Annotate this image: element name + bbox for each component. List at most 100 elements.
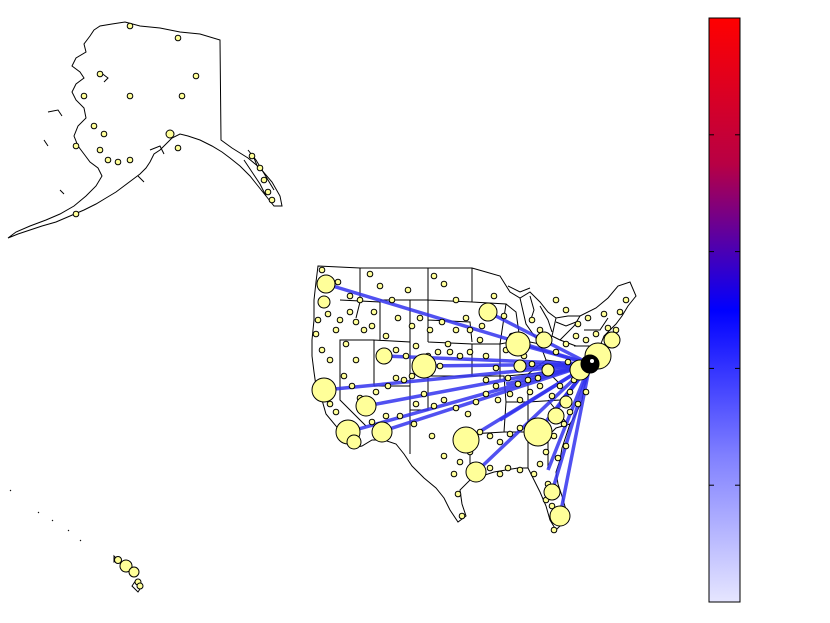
airport-marker [436, 362, 444, 370]
airport-marker [119, 559, 133, 573]
airport-marker [400, 376, 408, 384]
airport-marker [486, 432, 494, 440]
airport-marker [402, 352, 410, 360]
airport-marker [550, 526, 558, 534]
airport-marker [514, 380, 522, 388]
airport-marker [528, 360, 536, 368]
airport-marker [622, 296, 630, 304]
airport-marker [444, 340, 452, 348]
alaska-coast-islands [43, 71, 165, 195]
airport-marker [486, 464, 494, 472]
airport-marker [505, 331, 531, 357]
airport-marker [136, 582, 144, 590]
airport-marker [616, 308, 624, 316]
airport-marker [478, 302, 498, 322]
airport-marker [318, 266, 326, 274]
airport-marker [384, 382, 392, 390]
airport-marker [604, 324, 612, 332]
airport-marker [438, 318, 446, 326]
airport-marker [482, 352, 490, 360]
airport-marker [114, 158, 122, 166]
airport-marker [96, 70, 104, 78]
airport-marker [574, 400, 582, 408]
great-lakes [507, 285, 577, 333]
flight-route [474, 362, 592, 474]
airport-marker [388, 296, 396, 304]
airport-marker [452, 326, 460, 334]
airport-marker [536, 382, 544, 390]
conus-airports [311, 266, 630, 534]
flight-route [550, 363, 592, 493]
airport-marker [541, 363, 555, 377]
airport-marker [126, 92, 134, 100]
airport-marker [420, 390, 428, 398]
airport-marker [352, 356, 360, 364]
airport-marker [396, 412, 404, 420]
airport-marker [562, 442, 570, 450]
airport-marker [482, 390, 490, 398]
airport-marker [513, 359, 527, 373]
airport-marker [600, 310, 608, 318]
airport-marker [72, 142, 80, 150]
airport-marker [562, 306, 570, 314]
airport-marker [346, 434, 362, 450]
airport-marker [478, 322, 486, 330]
airport-marker [496, 470, 504, 478]
airport-marker [452, 404, 460, 412]
airport-marker [494, 396, 502, 404]
airport-marker [165, 129, 175, 139]
airport-marker [332, 408, 340, 416]
airport-marker [355, 395, 377, 417]
airport-marker [516, 396, 524, 404]
airport-marker [174, 34, 182, 42]
airport-marker [552, 296, 560, 304]
airport-marker [326, 400, 334, 408]
airport-marker [504, 374, 512, 382]
airport-marker [346, 308, 354, 316]
airport-marker [464, 410, 472, 418]
airport-marker [440, 280, 448, 288]
airport-marker [456, 458, 464, 466]
airport-marker [492, 382, 500, 390]
airport-marker [506, 430, 514, 438]
airport-marker [382, 412, 390, 420]
airport-marker [342, 340, 350, 348]
airport-marker [316, 274, 336, 294]
airport-marker [562, 340, 570, 348]
airport-marker [412, 400, 420, 408]
airport-marker [314, 316, 322, 324]
airport-marker [352, 318, 360, 326]
colorbar [708, 17, 741, 603]
airport-marker [454, 490, 462, 498]
hawaii-outlying-islands [9, 489, 82, 542]
airport-marker [104, 156, 112, 164]
airport-marker [340, 372, 348, 380]
airport-marker [554, 454, 562, 462]
airport-marker [96, 146, 104, 154]
airport-marker [174, 144, 182, 152]
airport-marker [366, 270, 374, 278]
flight-route [546, 363, 592, 471]
airport-marker [476, 336, 484, 344]
colorbar-gradient [708, 17, 741, 603]
airport-marker [456, 352, 464, 360]
airport-marker [490, 292, 498, 300]
airport-marker [592, 330, 600, 338]
airport-marker [376, 282, 384, 290]
airport-marker [542, 448, 550, 456]
airport-marker [318, 346, 326, 354]
airport-marker [560, 420, 568, 428]
airport-marker [268, 196, 276, 204]
airport-marker [336, 316, 344, 324]
airport-marker [90, 122, 98, 130]
airport-marker [260, 176, 268, 184]
airport-marker [178, 92, 186, 100]
airport-marker [356, 296, 364, 304]
airport-marker [411, 353, 437, 379]
airport-marker [434, 348, 442, 356]
airport-marker [368, 418, 376, 426]
airport-marker [452, 296, 460, 304]
airport-marker [430, 402, 438, 410]
airport-marker [312, 330, 320, 338]
